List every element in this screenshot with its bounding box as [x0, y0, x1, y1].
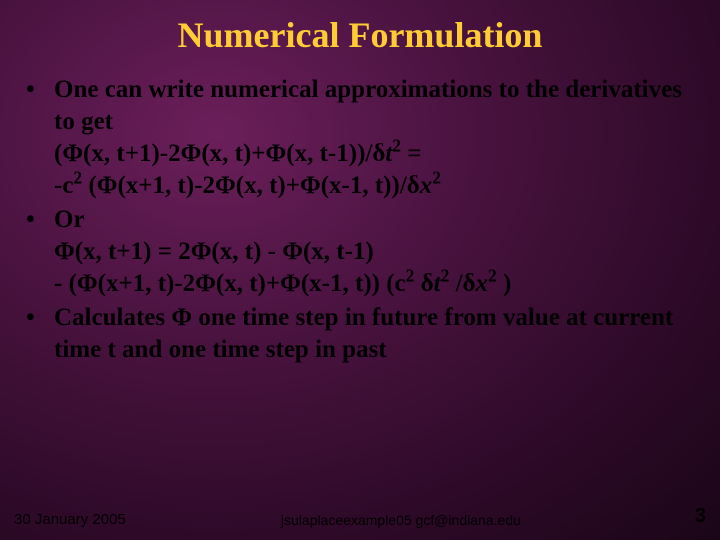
bullet-item: •OrΦ(x, t+1) = 2Φ(x, t) - Φ(x, t-1)- (Φ(…: [26, 204, 694, 300]
slide-footer: 30 January 2005 jsulaplaceexample05 gcf@…: [0, 505, 720, 528]
bullet-marker: •: [26, 74, 54, 202]
bullet-text: OrΦ(x, t+1) = 2Φ(x, t) - Φ(x, t-1)- (Φ(x…: [54, 204, 694, 300]
slide-body: •One can write numerical approximations …: [0, 66, 720, 366]
footer-center: jsulaplaceexample05 gcf@indiana.edu: [126, 512, 676, 528]
slide-title: Numerical Formulation: [0, 0, 720, 66]
bullet-marker: •: [26, 204, 54, 300]
footer-page-number: 3: [676, 505, 706, 528]
footer-date: 30 January 2005: [14, 511, 126, 528]
bullet-item: •One can write numerical approximations …: [26, 74, 694, 202]
bullet-text: One can write numerical approximations t…: [54, 74, 694, 202]
bullet-item: •Calculates Φ one time step in future fr…: [26, 302, 694, 366]
bullet-text: Calculates Φ one time step in future fro…: [54, 302, 694, 366]
bullet-marker: •: [26, 302, 54, 366]
